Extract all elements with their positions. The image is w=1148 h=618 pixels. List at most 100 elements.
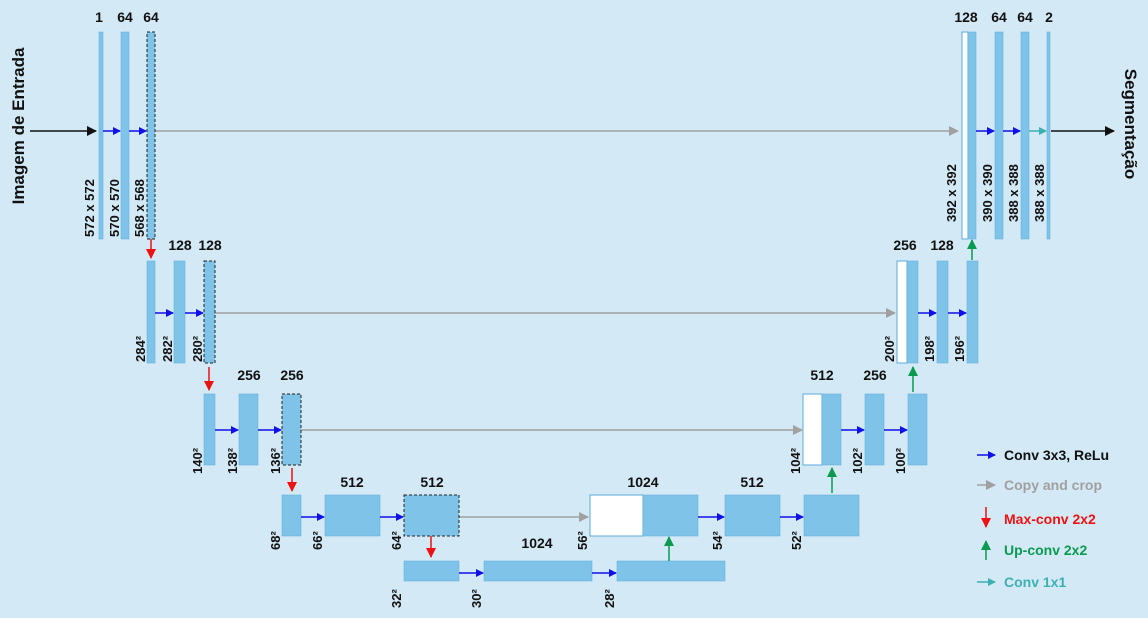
feature-map-l4-a (281, 494, 302, 537)
bottleneck: 1024 32² 30² 28² (389, 535, 726, 608)
channel-label: 2 (1045, 9, 1053, 25)
feature-map-l2-c (203, 260, 216, 364)
dimension-label: 100² (893, 447, 908, 474)
feature-map-u3-a (821, 393, 842, 466)
dimension-label: 52² (789, 531, 804, 550)
channel-label: 512 (740, 474, 764, 490)
feature-map-l1-a (98, 31, 104, 240)
dimension-label: 28² (602, 589, 617, 608)
encoder-level-2: 128 128 284² 282² 280² (133, 237, 222, 364)
feature-map-bottom-a (403, 560, 460, 582)
dimension-label: 388 x 388 (1032, 164, 1047, 222)
feature-map-u2-b (936, 260, 949, 364)
cropped-map-u2 (896, 260, 908, 364)
cropped-map-u4 (589, 494, 644, 537)
dimension-label: 198² (922, 335, 937, 362)
channel-label: 64 (991, 9, 1007, 25)
channel-label: 128 (930, 237, 954, 253)
channel-label: 128 (954, 9, 978, 25)
feature-map-u3-b (864, 393, 885, 466)
feature-map-l2-a (146, 260, 156, 364)
legend-label: Copy and crop (1004, 477, 1102, 493)
dimension-label: 102² (850, 447, 865, 474)
dimension-label: 104² (788, 447, 803, 474)
dimension-label: 568 x 568 (132, 179, 147, 237)
input-label: Imagem de Entrada (9, 47, 28, 204)
feature-map-l3-c (281, 393, 302, 466)
feature-map-u3-c (907, 393, 928, 466)
feature-map-u4-b (724, 494, 781, 537)
dimension-label: 64² (389, 531, 404, 550)
dimension-label: 282² (160, 335, 175, 362)
channel-label: 256 (863, 367, 887, 383)
dimension-label: 30² (469, 589, 484, 608)
legend-item-conv: Conv 3x3, ReLu (977, 447, 1109, 463)
dimension-label: 392 x 392 (944, 164, 959, 222)
dimension-label: 32² (389, 589, 404, 608)
decoder-level-3: 512 256 104² 102² 100² (788, 367, 928, 474)
dimension-label: 54² (710, 531, 725, 550)
feature-map-u2-a (906, 260, 919, 364)
legend: Conv 3x3, ReLu Copy and crop Max-conv 2x… (977, 447, 1109, 590)
channel-label: 128 (168, 237, 192, 253)
dimension-label: 570 x 570 (107, 179, 122, 237)
legend-label: Conv 3x3, ReLu (1004, 447, 1109, 463)
dimension-label: 196² (952, 335, 967, 362)
channel-label: 256 (237, 367, 261, 383)
legend-item-up: Up-conv 2x2 (981, 540, 1087, 560)
decoder-level-1: 128 64 64 2 392 x 392 390 x 390 388 x 38… (944, 9, 1053, 240)
dimension-label: 68² (268, 531, 283, 550)
feature-map-l3-a (203, 393, 216, 466)
legend-item-pool: Max-conv 2x2 (981, 507, 1096, 528)
channel-label: 64 (143, 9, 159, 25)
dimension-label: 136² (268, 447, 283, 474)
dimension-label: 56² (575, 531, 590, 550)
decoder-level-4: 1024 512 56² 54² 52² (575, 474, 860, 550)
dimension-label: 572 x 572 (82, 179, 97, 237)
dimension-label: 200² (882, 335, 897, 362)
dimension-label: 140² (190, 447, 205, 474)
feature-map-l4-b (324, 494, 381, 537)
dimension-label: 280² (190, 335, 205, 362)
output-label: Segmentação (1121, 69, 1140, 180)
skip-connections (155, 126, 959, 522)
feature-map-bottom-b (483, 560, 593, 582)
channel-label: 256 (893, 237, 917, 253)
output-map (1046, 31, 1051, 240)
feature-map-l2-b (173, 260, 186, 364)
channel-label: 512 (420, 474, 444, 490)
channel-label: 512 (340, 474, 364, 490)
feature-map-l1-b (120, 31, 130, 240)
dimension-label: 390 x 390 (980, 164, 995, 222)
channel-label: 64 (1017, 9, 1033, 25)
feature-map-u2-c (966, 260, 979, 364)
encoder-level-3: 256 256 140² 138² 136² (190, 367, 304, 474)
encoder-level-4: 512 512 68² 66² 64² (268, 474, 460, 550)
channel-label: 1024 (627, 474, 658, 490)
feature-map-u1-a (967, 31, 977, 240)
legend-label: Max-conv 2x2 (1004, 511, 1096, 527)
decoder-level-2: 256 128 200² 198² 196² (882, 237, 979, 364)
dimension-label: 138² (225, 447, 240, 474)
legend-item-copy: Copy and crop (977, 477, 1102, 493)
feature-map-u4-c (803, 494, 860, 537)
feature-map-u1-b (994, 31, 1004, 240)
dimension-label: 284² (133, 335, 148, 362)
legend-item-conv1x1: Conv 1x1 (977, 574, 1066, 590)
feature-map-l4-c (403, 494, 460, 537)
channel-label: 128 (198, 237, 222, 253)
encoder-level-1: 1 64 64 572 x 572 570 x 570 568 x 568 (82, 9, 159, 240)
cropped-map-u1 (961, 31, 969, 240)
channel-label: 512 (810, 367, 834, 383)
channel-label: 256 (280, 367, 304, 383)
dimension-label: 388 x 388 (1006, 164, 1021, 222)
feature-map-bottom-c (616, 560, 726, 582)
legend-label: Up-conv 2x2 (1004, 542, 1087, 558)
cropped-map-u3 (802, 393, 823, 466)
feature-map-l1-c (146, 31, 156, 240)
channel-label: 1024 (521, 535, 552, 551)
channel-label: 64 (117, 9, 133, 25)
channel-label: 1 (95, 9, 103, 25)
